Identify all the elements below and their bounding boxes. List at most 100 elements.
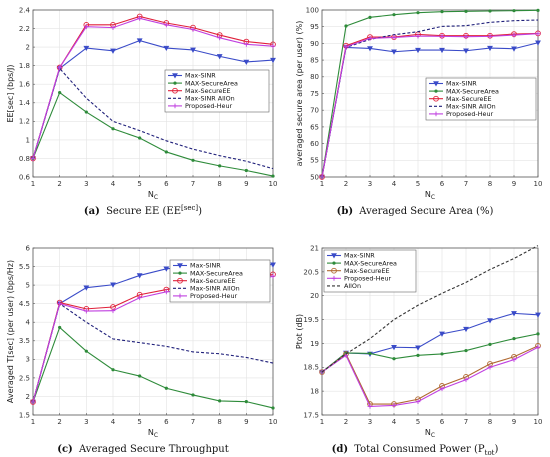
ytick-label-b-4: 70 xyxy=(310,107,319,115)
series-point-d-0-9 xyxy=(535,312,541,318)
series-line-d-1 xyxy=(321,333,539,373)
caption-a-tag: (a) xyxy=(84,206,100,217)
series-line-b-4 xyxy=(321,33,539,178)
ytick-label-c-8: 5.5 xyxy=(19,263,30,271)
series-point-d-1-7 xyxy=(488,342,492,346)
ytick-label-a-9: 2.4 xyxy=(19,6,31,14)
ytick-label-b-10: 100 xyxy=(306,6,319,14)
series-point-c-0-9 xyxy=(270,262,276,268)
ylabel-c: Averaged T[sec] (per user) (bps/Hz) xyxy=(6,260,15,403)
series-point-d-3-5 xyxy=(439,386,445,392)
xtick-label-c-2: 3 xyxy=(84,418,88,426)
series-point-c-4-0 xyxy=(30,399,36,405)
series-point-d-0-4 xyxy=(415,345,421,351)
legend-label-c-3: Max-SINR AllOn xyxy=(190,285,240,293)
ytick-label-c-3: 3 xyxy=(26,356,30,364)
ytick-label-a-7: 2 xyxy=(26,44,30,52)
series-point-d-3-9 xyxy=(535,344,541,350)
series-point-b-0-8 xyxy=(511,46,517,52)
ytick-label-c-0: 1.5 xyxy=(19,411,30,419)
ytick-label-a-6: 1.8 xyxy=(19,62,30,70)
series-point-b-1-9 xyxy=(536,8,540,12)
series-point-c-4-2 xyxy=(83,308,89,314)
legend-label-d-4: AllOn xyxy=(344,282,361,290)
series-point-b-1-7 xyxy=(488,9,492,13)
series-point-a-4-6 xyxy=(190,27,196,32)
series-point-b-4-1 xyxy=(343,44,349,50)
ytick-label-a-1: 0.8 xyxy=(19,155,30,163)
series-point-d-1-4 xyxy=(416,353,420,357)
series-point-c-1-8 xyxy=(244,400,248,404)
caption-b: (b) Averaged Secure Area (%) xyxy=(337,206,494,217)
xtick-label-d-4: 5 xyxy=(416,418,420,426)
series-point-d-1-6 xyxy=(464,348,468,353)
ytick-label-a-5: 1.6 xyxy=(19,81,31,89)
ytick-label-b-8: 90 xyxy=(310,40,319,48)
xtick-label-c-8: 9 xyxy=(244,418,248,426)
legend-label-d-2: Max-SecureEE xyxy=(344,267,390,275)
legend-label-b-1: MAX-SecureArea xyxy=(446,87,499,95)
axes-frame-c xyxy=(32,247,274,416)
series-line-d-0 xyxy=(321,312,539,373)
series-point-a-4-0 xyxy=(30,156,36,161)
legend-box-b xyxy=(425,77,537,121)
series-point-c-0-5 xyxy=(163,266,170,272)
series-point-b-0-2 xyxy=(367,46,373,52)
ytick-label-a-2: 1 xyxy=(26,136,30,144)
caption-b-text: Averaged Secure Area (%) xyxy=(358,206,493,217)
series-point-b-4-3 xyxy=(391,34,397,40)
series-point-a-4-8 xyxy=(243,41,249,47)
series-line-d-3 xyxy=(321,346,539,407)
xtick-label-b-1: 2 xyxy=(344,180,348,188)
series-point-a-4-7 xyxy=(217,35,223,41)
ytick-label-d-5: 20 xyxy=(310,292,319,300)
xtick-label-d-6: 7 xyxy=(464,418,468,426)
ytick-label-c-9: 6 xyxy=(26,244,31,252)
ytick-label-c-1: 2 xyxy=(26,393,30,401)
xlabel-sub-c: C xyxy=(154,432,158,439)
series-point-d-3-3 xyxy=(391,403,397,408)
series-point-b-4-0 xyxy=(319,174,325,180)
series-point-a-0-8 xyxy=(243,59,250,65)
series-line-d-2 xyxy=(321,345,539,405)
series-point-b-0-5 xyxy=(439,47,445,54)
legend-label-c-0: Max-SINR xyxy=(190,262,221,270)
series-point-c-1-1 xyxy=(58,325,62,330)
ytick-label-c-5: 4 xyxy=(26,319,31,327)
xtick-label-c-1: 2 xyxy=(57,418,61,426)
caption-d: (d) Total Consumed Power (Ptot) xyxy=(332,444,499,457)
xtick-label-b-8: 9 xyxy=(512,180,516,188)
legend-label-b-3: Max-SINR AllOn xyxy=(446,103,496,111)
series-point-b-1-5 xyxy=(440,10,444,14)
legend-label-b-0: Max-SINR xyxy=(446,80,477,88)
legend-box-a xyxy=(164,69,270,113)
ytick-label-a-4: 1.4 xyxy=(19,99,31,107)
xtick-label-a-3: 4 xyxy=(111,180,116,188)
legend-marker-d-0 xyxy=(331,253,337,259)
series-point-b-0-7 xyxy=(487,45,493,52)
ytick-label-a-0: 0.6 xyxy=(19,173,31,181)
xtick-label-d-0: 1 xyxy=(320,418,324,426)
series-line-d-4 xyxy=(321,245,539,373)
xtick-label-a-4: 5 xyxy=(137,180,141,188)
series-point-b-1-2 xyxy=(368,15,372,19)
xlabel-sub-d: C xyxy=(431,432,435,439)
series-point-a-0-3 xyxy=(110,48,116,54)
panel-d: 1 2 3 4 5 6 7 8 9 10 17.5 18 18.5 19 19.5 20 20.5 21 NC Pto… xyxy=(295,244,542,439)
xtick-label-b-6: 7 xyxy=(464,180,468,188)
xlabel-main-b: N xyxy=(425,190,431,199)
legend-label-b-4: Proposed-Heur xyxy=(446,110,494,118)
xtick-label-c-4: 5 xyxy=(137,418,141,426)
series-point-c-4-4 xyxy=(137,295,143,301)
series-point-c-1-7 xyxy=(218,399,222,403)
legend-label-d-1: MAX-SecureArea xyxy=(344,259,397,267)
xtick-label-c-9: 10 xyxy=(269,418,278,426)
series-point-c-1-6 xyxy=(191,393,195,397)
legend-marker-c-0 xyxy=(177,263,183,269)
series-point-c-1-3 xyxy=(111,368,115,372)
legend-label-c-1: MAX-SecureArea xyxy=(190,269,243,277)
legend-marker-b-1 xyxy=(434,89,438,93)
series-point-d-3-8 xyxy=(511,357,517,363)
series-point-c-4-9 xyxy=(270,273,276,279)
xtick-label-a-8: 9 xyxy=(244,180,248,188)
